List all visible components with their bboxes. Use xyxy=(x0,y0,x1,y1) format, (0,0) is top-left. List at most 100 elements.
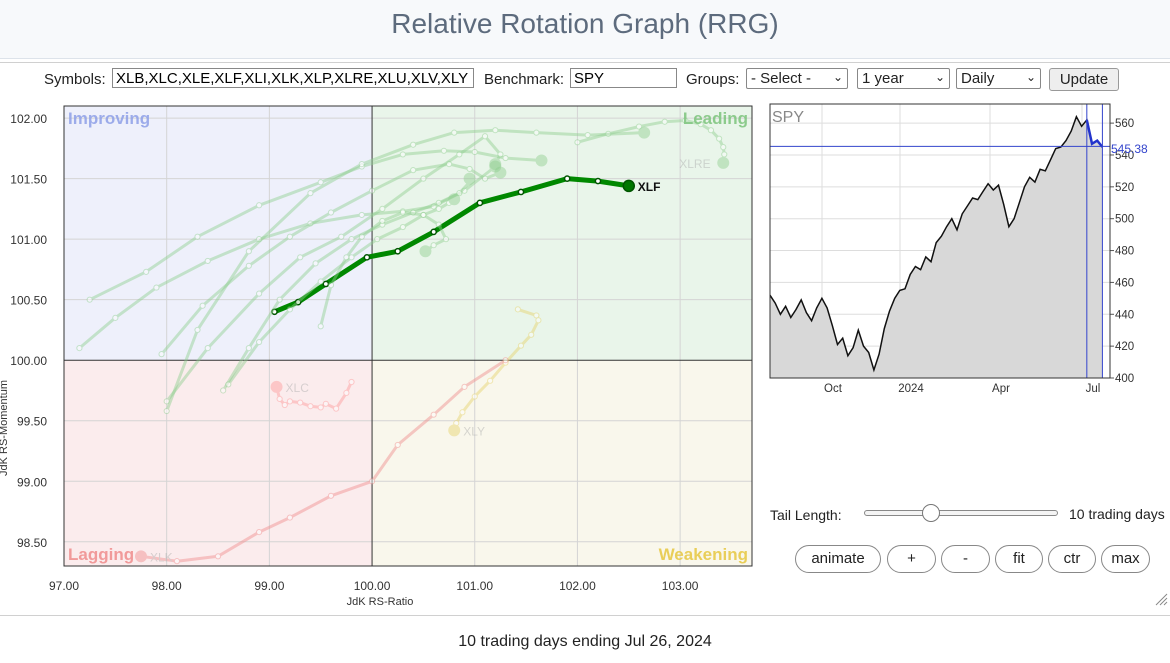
series-xlc[interactable]: XLC xyxy=(270,378,355,412)
tail-point[interactable] xyxy=(317,278,324,285)
fit-button[interactable]: fit xyxy=(995,545,1043,573)
tail-point[interactable] xyxy=(535,317,542,324)
tail-point[interactable] xyxy=(514,306,521,313)
rrg-chart[interactable]: 97.00 98.00 99.00 100.00 101.00 102.00 103.00 9… xyxy=(0,98,760,610)
tail-point[interactable] xyxy=(173,558,181,565)
tail-point[interactable] xyxy=(445,161,453,168)
tail-point[interactable] xyxy=(194,233,201,240)
tail-point[interactable] xyxy=(297,254,304,261)
tail-point[interactable] xyxy=(502,359,509,366)
tail-point[interactable] xyxy=(327,282,335,289)
max-button[interactable]: max xyxy=(1101,545,1150,573)
series-xly[interactable]: XLY xyxy=(448,306,542,439)
tail-point[interactable] xyxy=(721,151,728,158)
tail-point[interactable] xyxy=(481,133,489,140)
head-point[interactable] xyxy=(448,193,461,206)
tail-point[interactable] xyxy=(451,129,458,136)
spy-chart[interactable]: 400 420 440 460 480 500 520 540 560 Oct 2024 Apr Jul… xyxy=(760,98,1170,398)
tail-point[interactable] xyxy=(163,407,170,415)
tail-point[interactable] xyxy=(420,211,427,219)
slider-handle[interactable] xyxy=(922,504,941,522)
series-unlabeled[interactable] xyxy=(86,147,548,303)
tail-point[interactable] xyxy=(399,208,406,215)
tail-point[interactable] xyxy=(327,209,335,216)
tail-point[interactable] xyxy=(194,326,201,334)
tail-point[interactable] xyxy=(410,167,417,174)
tail-point[interactable] xyxy=(348,378,355,386)
series-unlabeled[interactable] xyxy=(225,193,461,388)
series-xlf[interactable]: XLF xyxy=(271,175,661,316)
tail-point[interactable] xyxy=(374,236,381,243)
tail-point[interactable] xyxy=(682,117,689,124)
tail-point[interactable] xyxy=(317,179,324,186)
series-unlabeled[interactable] xyxy=(220,172,476,394)
tail-point[interactable] xyxy=(256,236,263,243)
head-point[interactable] xyxy=(717,156,730,169)
tail-point[interactable] xyxy=(466,179,473,186)
tail-point[interactable] xyxy=(286,514,294,521)
symbols-input[interactable] xyxy=(112,68,474,88)
tail-point[interactable] xyxy=(317,323,324,330)
tail-point[interactable] xyxy=(322,400,329,407)
tail-point[interactable] xyxy=(594,177,602,185)
series-unlabeled[interactable] xyxy=(163,126,651,415)
tail-point[interactable] xyxy=(410,209,417,216)
tail-point[interactable] xyxy=(394,247,402,255)
tail-point[interactable] xyxy=(459,409,466,416)
tail-point[interactable] xyxy=(358,233,365,240)
tail-point[interactable] xyxy=(430,203,437,210)
center-button[interactable]: ctr xyxy=(1048,545,1096,573)
series-xlre[interactable]: XLRE xyxy=(574,117,730,171)
tail-point[interactable] xyxy=(487,377,494,384)
tail-point[interactable] xyxy=(333,405,340,412)
tail-point[interactable] xyxy=(379,221,386,228)
tail-point[interactable] xyxy=(461,187,468,194)
head-point[interactable] xyxy=(494,166,507,179)
tail-point[interactable] xyxy=(112,314,119,321)
tail-point[interactable] xyxy=(420,211,427,219)
tail-point[interactable] xyxy=(245,262,252,269)
tail-point[interactable] xyxy=(399,209,406,216)
tail-point[interactable] xyxy=(435,221,442,228)
series-unlabeled[interactable] xyxy=(158,161,507,358)
animate-button[interactable]: animate xyxy=(795,545,881,573)
tail-point[interactable] xyxy=(358,161,365,168)
tail-point[interactable] xyxy=(492,127,499,134)
tail-point[interactable] xyxy=(435,205,442,212)
tail-point[interactable] xyxy=(343,389,350,396)
tail-point[interactable] xyxy=(348,254,355,261)
tail-point[interactable] xyxy=(271,308,278,316)
tail-point[interactable] xyxy=(574,139,581,146)
period-select[interactable]: 1 year ⌄ xyxy=(857,68,950,89)
tail-point[interactable] xyxy=(471,148,478,156)
head-point[interactable] xyxy=(489,160,502,173)
tail-point[interactable] xyxy=(276,296,283,303)
head-point[interactable] xyxy=(448,424,461,437)
benchmark-input[interactable] xyxy=(570,68,677,88)
tail-point[interactable] xyxy=(442,236,450,243)
tail-point[interactable] xyxy=(317,404,324,411)
tail-point[interactable] xyxy=(476,199,484,207)
tail-point[interactable] xyxy=(286,233,294,240)
tail-point[interactable] xyxy=(245,248,252,255)
tail-point[interactable] xyxy=(256,529,263,536)
head-point[interactable] xyxy=(638,126,651,139)
tail-point[interactable] xyxy=(456,190,463,197)
head-point[interactable] xyxy=(489,158,502,171)
tail-point[interactable] xyxy=(358,211,365,219)
tail-point[interactable] xyxy=(204,257,211,265)
tail-point[interactable] xyxy=(286,398,294,405)
tail-point[interactable] xyxy=(307,190,314,197)
tail-point[interactable] xyxy=(163,398,170,405)
tail-point[interactable] xyxy=(220,387,227,394)
tail-point[interactable] xyxy=(394,441,401,449)
tail-point[interactable] xyxy=(440,147,448,154)
tail-point[interactable] xyxy=(199,302,206,309)
tail-point[interactable] xyxy=(720,144,727,151)
tail-point[interactable] xyxy=(528,331,535,338)
zoom-out-button[interactable]: - xyxy=(941,545,990,573)
tail-point[interactable] xyxy=(533,312,540,319)
update-button[interactable]: Update xyxy=(1049,68,1119,91)
tail-point[interactable] xyxy=(697,121,704,128)
tail-point[interactable] xyxy=(430,411,437,418)
